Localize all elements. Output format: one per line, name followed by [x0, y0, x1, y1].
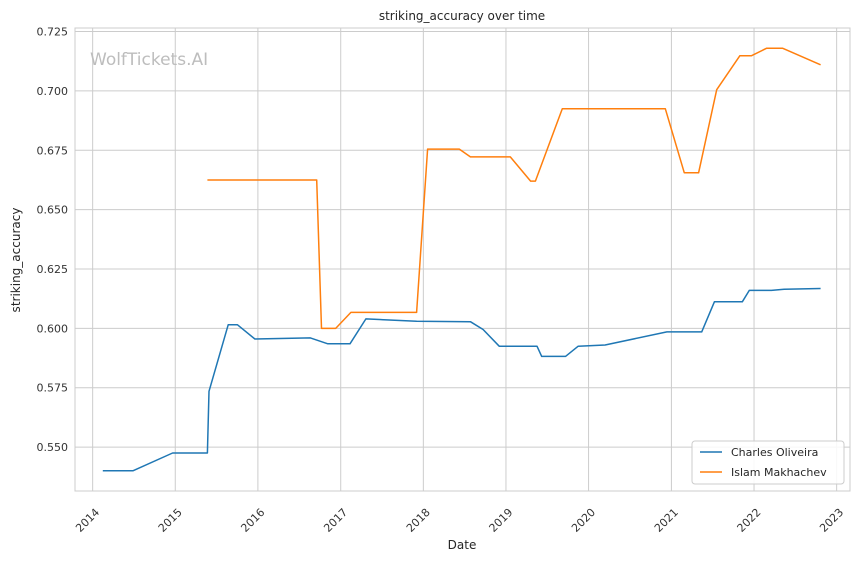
y-tick-label: 0.675 [37, 144, 69, 157]
y-axis-ticks: 0.550 0.575 0.600 0.625 0.650 0.675 0.700 0.725 [37, 26, 69, 455]
series-line-islam-makhachev [207, 47, 821, 330]
grid [75, 28, 850, 491]
plot-frame [74, 27, 851, 492]
legend-label-islam-makhachev: Islam Makhachev [731, 466, 827, 479]
y-tick-label: 0.725 [37, 26, 69, 39]
y-axis-label: striking_accuracy [9, 208, 23, 313]
legend-box [691, 440, 845, 485]
watermark-text: WolfTickets.AI [90, 50, 208, 70]
legend: Charles Oliveira Islam Makhachev [691, 440, 845, 485]
series-line-charles-oliveira [102, 287, 821, 472]
y-tick-label: 0.650 [37, 204, 69, 217]
y-tick-label: 0.625 [37, 263, 69, 276]
y-tick-label: 0.600 [37, 322, 69, 335]
series-layer [102, 47, 821, 472]
y-tick-label: 0.550 [37, 441, 69, 454]
legend-label-charles-oliveira: Charles Oliveira [731, 446, 818, 459]
chart-title: striking_accuracy over time [379, 9, 545, 23]
y-tick-label: 0.700 [37, 85, 69, 98]
x-axis-label: Date [448, 538, 477, 552]
y-tick-label: 0.575 [37, 382, 69, 395]
